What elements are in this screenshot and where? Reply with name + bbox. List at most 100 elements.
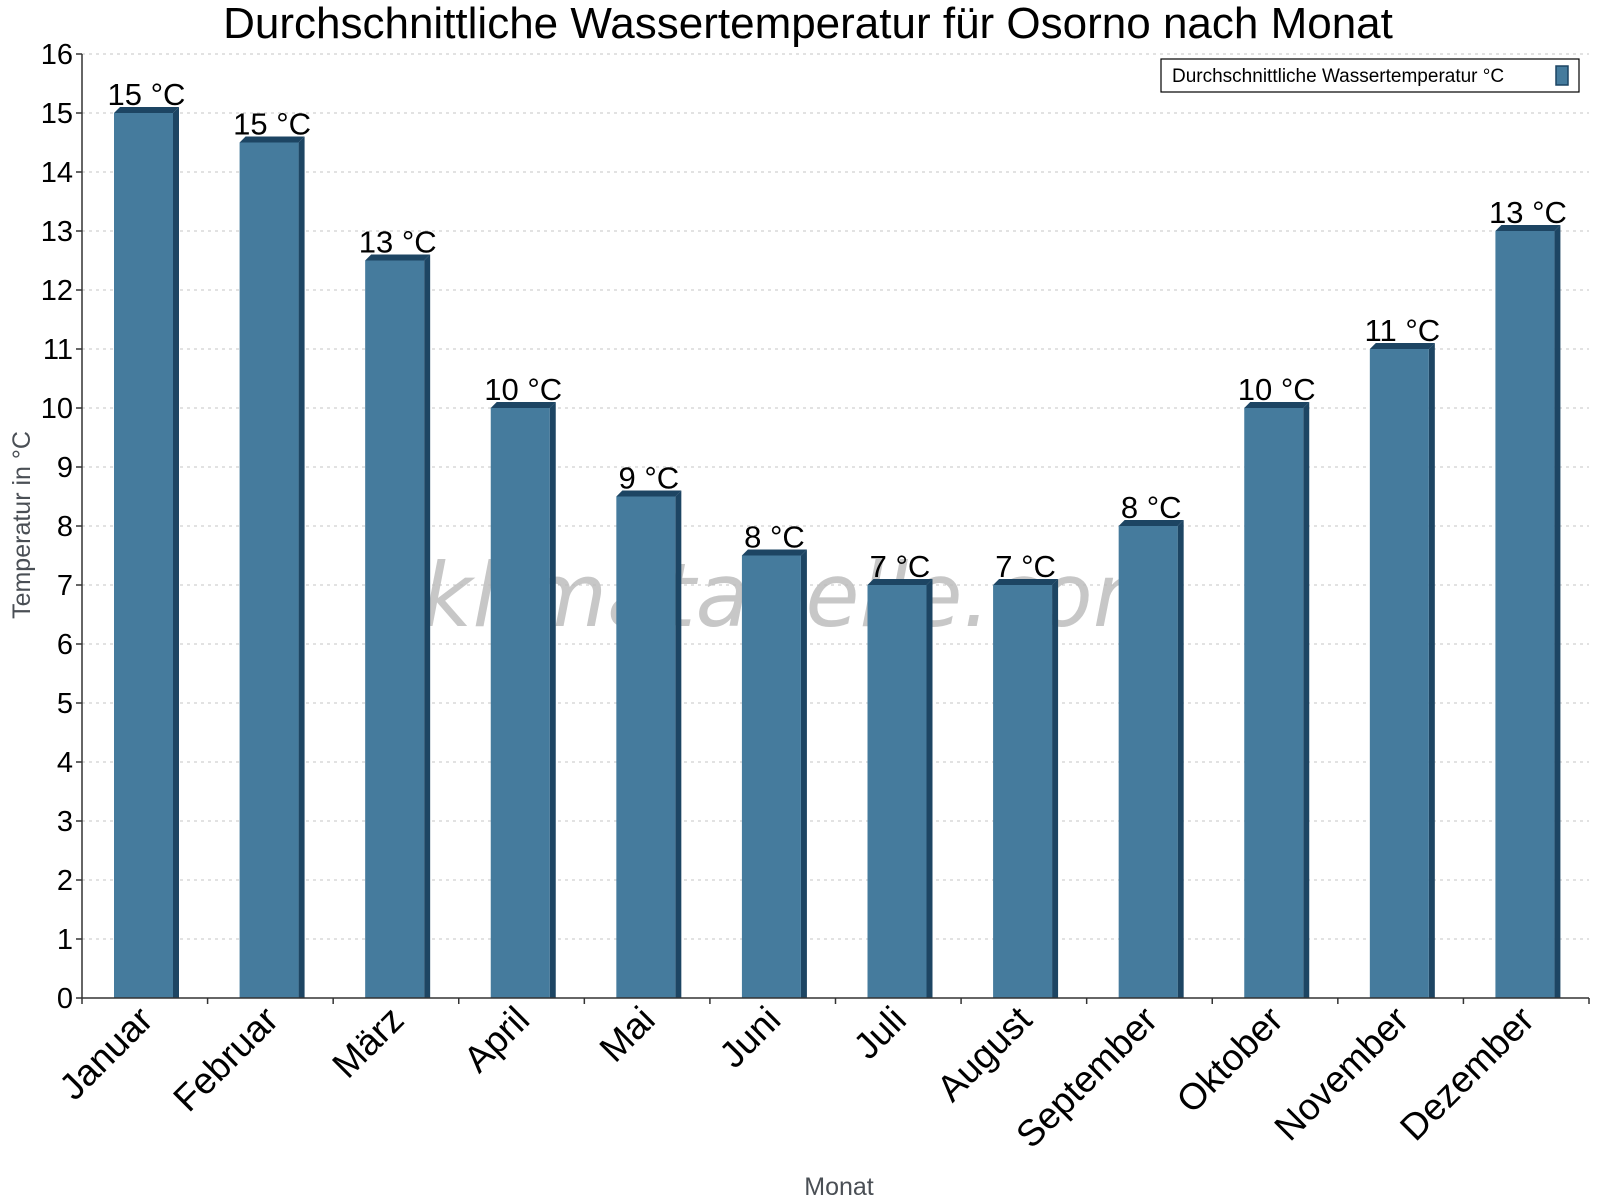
x-axis-label: Monat xyxy=(804,1173,874,1200)
bar-september xyxy=(1118,520,1184,998)
legend: Durchschnittliche Wassertemperatur °C xyxy=(1160,58,1580,93)
x-tick-label: November xyxy=(1267,999,1417,1149)
axes xyxy=(76,53,1590,1004)
bar-front xyxy=(239,142,299,998)
legend-box xyxy=(1160,58,1580,93)
data-label: 9 °C xyxy=(619,461,680,496)
y-tick-label: 15 xyxy=(41,98,73,130)
y-tick-label: 11 xyxy=(43,334,73,366)
x-tick-label: Oktober xyxy=(1169,999,1291,1121)
bar-top xyxy=(239,136,305,143)
bar-side xyxy=(549,402,556,998)
bar-juni xyxy=(741,549,807,998)
chart-title: Durchschnittliche Wassertemperatur für O… xyxy=(223,0,1393,48)
bar-top xyxy=(867,579,933,585)
bar-side xyxy=(800,549,807,998)
y-tick-label: 12 xyxy=(41,275,73,307)
bar-front xyxy=(867,585,927,998)
bars xyxy=(114,107,1561,998)
x-tick-label: März xyxy=(324,999,411,1086)
x-tick-label: Februar xyxy=(165,999,286,1120)
legend-swatch xyxy=(1555,65,1569,86)
bar-top xyxy=(1244,402,1310,408)
x-tick-label: Januar xyxy=(51,999,160,1108)
bar-front xyxy=(365,260,425,998)
bar-front xyxy=(1118,526,1178,998)
data-label: 11 °C xyxy=(1365,313,1441,348)
data-label: 15 °C xyxy=(233,107,311,142)
bar-november xyxy=(1369,343,1435,998)
x-tick-label: August xyxy=(929,998,1040,1109)
bar-top xyxy=(1369,343,1435,349)
data-label: 8 °C xyxy=(1121,490,1182,525)
bar-top xyxy=(616,490,682,497)
bar-dezember xyxy=(1495,225,1561,998)
y-axis-label: Temperatur in °C xyxy=(8,431,36,619)
bar-märz xyxy=(365,254,431,998)
data-label: 8 °C xyxy=(744,520,805,555)
bar-front xyxy=(741,555,801,998)
bar-april xyxy=(490,402,556,998)
bar-top xyxy=(741,549,807,556)
bar-side xyxy=(424,254,431,998)
bar-juli xyxy=(867,579,933,998)
bar-februar xyxy=(239,136,305,998)
legend-label: Durchschnittliche Wassertemperatur °C xyxy=(1172,66,1504,87)
data-labels: 15 °C 15 °C 13 °C 10 °C 9 °C 8 °C 7 °C 7 °C 8 °C… xyxy=(108,77,1567,584)
y-tick-label: 4 xyxy=(57,747,73,779)
bar-mai xyxy=(616,490,682,998)
bar-side xyxy=(173,107,179,998)
bar-side xyxy=(1052,579,1059,998)
grid-lines xyxy=(82,53,1589,940)
y-tick-label: 10 xyxy=(41,393,73,425)
data-label: 7 °C xyxy=(870,549,931,584)
bar-front xyxy=(114,113,173,998)
y-tick-label: 9 xyxy=(57,452,73,484)
data-label: 13 °C xyxy=(1489,195,1567,230)
x-tick-labels: Januar Februar März April Mai Juni Juli AugustS… xyxy=(51,998,1541,1155)
bar-front xyxy=(1369,349,1429,998)
bar-top xyxy=(1118,520,1184,526)
bar-top xyxy=(490,402,556,408)
bar-top xyxy=(1495,225,1561,231)
bar-top xyxy=(365,254,431,261)
x-tick-label: Juli xyxy=(846,999,914,1067)
bar-side xyxy=(675,490,682,998)
data-label: 15 °C xyxy=(108,77,186,112)
y-tick-label: 5 xyxy=(57,688,73,720)
bar-side xyxy=(1177,520,1184,998)
data-label: 10 °C xyxy=(484,372,562,407)
y-tick-label: 6 xyxy=(57,629,73,661)
bar-side xyxy=(298,136,305,998)
bar-front xyxy=(1495,231,1555,998)
bar-januar xyxy=(114,107,179,998)
bar-top xyxy=(993,579,1059,585)
bar-front xyxy=(1244,408,1304,998)
x-tick-label: Mai xyxy=(592,999,663,1070)
y-tick-label: 8 xyxy=(57,511,73,543)
bar-top xyxy=(114,107,179,113)
bar-side xyxy=(1303,402,1310,998)
y-tick-label: 3 xyxy=(57,806,73,838)
y-tick-label: 16 xyxy=(41,39,73,71)
bar-august xyxy=(993,579,1059,998)
y-tick-label: 2 xyxy=(57,865,73,897)
data-label: 7 °C xyxy=(995,549,1056,584)
x-tick-label: April xyxy=(456,999,537,1080)
bar-side xyxy=(1554,225,1561,998)
y-tick-label: 1 xyxy=(57,924,73,956)
y-tick-label: 13 xyxy=(41,216,73,248)
bar-front xyxy=(616,496,676,998)
bar-front xyxy=(490,408,550,998)
bar-side xyxy=(926,579,933,998)
y-tick-label: 14 xyxy=(41,157,73,189)
data-label: 13 °C xyxy=(359,225,437,260)
data-label: 10 °C xyxy=(1238,372,1316,407)
x-tick-label: Dezember xyxy=(1392,999,1542,1149)
bar-side xyxy=(1428,343,1435,998)
y-tick-label: 7 xyxy=(57,570,73,602)
bar-oktober xyxy=(1244,402,1310,998)
x-tick-label: Juni xyxy=(711,999,788,1076)
